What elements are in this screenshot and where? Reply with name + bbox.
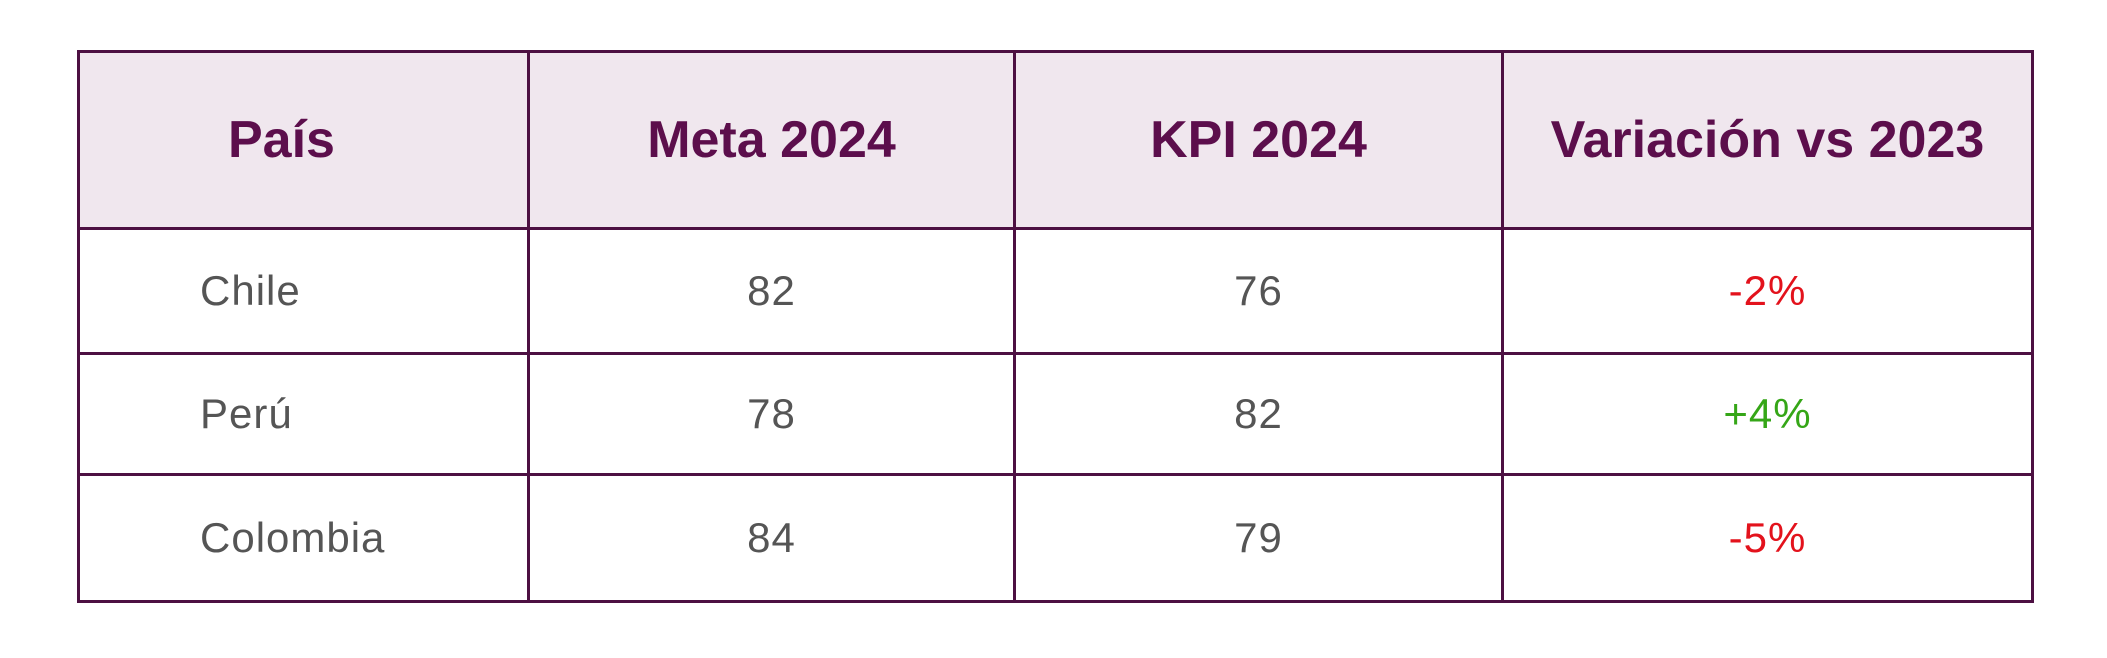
cell-goal: 82 [527,227,1016,355]
cell-country: Chile [77,227,530,355]
cell-goal: 84 [527,473,1016,603]
table-row: Chile 82 76 -2% [77,227,2034,355]
cell-goal: 78 [527,351,1016,477]
cell-country: Colombia [77,473,530,603]
cell-variation: +4% [1501,351,2034,477]
header-row: País Meta 2024 KPI 2024 Variación vs 202… [77,50,2034,230]
table-body: Chile 82 76 -2% Perú 78 82 +4% Colombia … [77,227,2034,603]
cell-kpi: 79 [1013,473,1504,603]
cell-variation: -2% [1501,227,2034,355]
cell-kpi: 76 [1013,227,1504,355]
cell-country: Perú [77,351,530,477]
header-country: País [77,50,530,230]
cell-variation: -5% [1501,473,2034,603]
header-goal: Meta 2024 [527,50,1016,230]
header-kpi: KPI 2024 [1013,50,1504,230]
table-row: Perú 78 82 +4% [77,351,2034,477]
header-variation: Variación vs 2023 [1501,50,2034,230]
cell-kpi: 82 [1013,351,1504,477]
table-row: Colombia 84 79 -5% [77,473,2034,603]
table-header: País Meta 2024 KPI 2024 Variación vs 202… [77,50,2034,230]
kpi-table: País Meta 2024 KPI 2024 Variación vs 202… [77,50,2034,603]
